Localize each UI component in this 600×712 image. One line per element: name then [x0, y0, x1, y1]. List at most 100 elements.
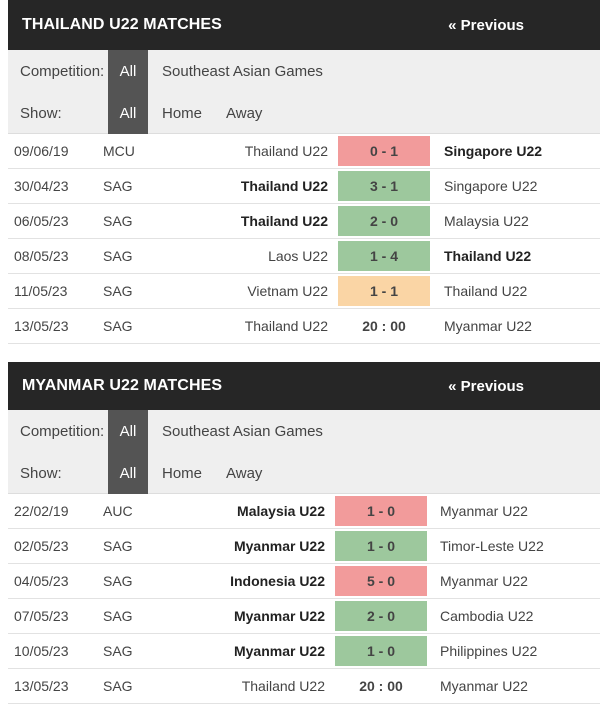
- home-team: Thailand U22: [240, 178, 328, 194]
- match-competition: SAG: [103, 283, 133, 299]
- away-team: Myanmar U22: [444, 318, 532, 334]
- match-row[interactable]: 10/05/23 SAG Myanmar U22 1 - 0 Philippines U…: [8, 634, 600, 669]
- match-row[interactable]: 04/05/23 SAG Indonesia U22 5 - 0 Myanmar U22: [8, 564, 600, 599]
- show-label: Show:: [20, 104, 62, 122]
- match-score[interactable]: 20 : 00: [359, 678, 403, 694]
- match-competition: SAG: [103, 318, 133, 334]
- competition-filter-row: Competition: All Southeast Asian Games: [8, 410, 600, 452]
- show-filter-row: Show: All Home Away: [8, 452, 600, 494]
- match-date: 22/02/19: [14, 503, 69, 519]
- home-team: Indonesia U22: [230, 573, 325, 589]
- previous-link[interactable]: « Previous: [448, 16, 524, 34]
- home-team: Thailand U22: [244, 318, 328, 334]
- match-row[interactable]: 22/02/19 AUC Malaysia U22 1 - 0 Myanmar U22: [8, 494, 600, 529]
- match-score[interactable]: 20 : 00: [362, 318, 406, 334]
- competition-label: Competition:: [20, 62, 105, 80]
- panel-header: MYANMAR U22 MATCHES « Previous: [8, 362, 600, 410]
- match-date: 07/05/23: [14, 608, 69, 624]
- match-date: 13/05/23: [14, 318, 69, 334]
- away-team: Myanmar U22: [440, 678, 528, 694]
- home-team: Thailand U22: [240, 213, 328, 229]
- home-team: Myanmar U22: [233, 538, 325, 554]
- show-label: Show:: [20, 464, 62, 482]
- show-away-button[interactable]: Away: [226, 104, 263, 122]
- away-team: Singapore U22: [444, 178, 538, 194]
- away-team: Thailand U22: [444, 248, 532, 264]
- match-competition: MCU: [103, 143, 135, 159]
- match-date: 04/05/23: [14, 573, 69, 589]
- match-row[interactable]: 13/05/23 SAG Thailand U22 20 : 00 Myanmar U2…: [8, 669, 600, 704]
- show-home-button[interactable]: Home: [162, 104, 203, 122]
- competition-sag-option[interactable]: Southeast Asian Games: [162, 62, 323, 80]
- away-team: Singapore U22: [444, 143, 543, 159]
- matches-list: 09/06/19 MCU Thailand U22 0 - 1 Singapore U2…: [8, 134, 600, 344]
- match-score[interactable]: 1 - 4: [338, 241, 430, 271]
- home-team: Malaysia U22: [237, 503, 325, 519]
- competition-all-button[interactable]: All: [108, 50, 148, 92]
- panel-title: MYANMAR U22 MATCHES: [22, 377, 223, 394]
- match-date: 11/05/23: [14, 283, 68, 299]
- home-team: Vietnam U22: [247, 283, 328, 299]
- match-row[interactable]: 09/06/19 MCU Thailand U22 0 - 1 Singapore U2…: [8, 134, 600, 169]
- match-score[interactable]: 1 - 1: [338, 276, 430, 306]
- match-date: 06/05/23: [14, 213, 69, 229]
- away-team: Malaysia U22: [444, 213, 529, 229]
- previous-link[interactable]: « Previous: [448, 377, 524, 395]
- match-row[interactable]: 08/05/23 SAG Laos U22 1 - 4 Thailand U22: [8, 239, 600, 274]
- match-date: 10/05/23: [14, 643, 69, 659]
- thailand-matches-panel: THAILAND U22 MATCHES « Previous Competit…: [8, 0, 600, 344]
- away-team: Timor-Leste U22: [440, 538, 544, 554]
- show-home-button[interactable]: Home: [162, 464, 203, 482]
- match-score[interactable]: 5 - 0: [335, 566, 427, 596]
- match-date: 13/05/23: [14, 678, 69, 694]
- match-date: 09/06/19: [14, 143, 69, 159]
- show-all-button[interactable]: All: [108, 92, 148, 134]
- match-competition: SAG: [103, 178, 133, 194]
- match-date: 02/05/23: [14, 538, 69, 554]
- panel-title: THAILAND U22 MATCHES: [22, 16, 222, 33]
- home-team: Thailand U22: [241, 678, 325, 694]
- match-score[interactable]: 1 - 0: [335, 531, 427, 561]
- panel-header: THAILAND U22 MATCHES « Previous: [8, 0, 600, 50]
- away-team: Philippines U22: [440, 643, 538, 659]
- away-team: Thailand U22: [444, 283, 528, 299]
- competition-filter-row: Competition: All Southeast Asian Games: [8, 50, 600, 92]
- matches-list: 22/02/19 AUC Malaysia U22 1 - 0 Myanmar U22 0…: [8, 494, 600, 704]
- show-filter-row: Show: All Home Away: [8, 92, 600, 134]
- match-score[interactable]: 2 - 0: [335, 601, 427, 631]
- filters: Competition: All Southeast Asian Games S…: [8, 50, 600, 134]
- match-competition: SAG: [103, 608, 133, 624]
- match-score[interactable]: 0 - 1: [338, 136, 430, 166]
- filters: Competition: All Southeast Asian Games S…: [8, 410, 600, 494]
- match-score[interactable]: 1 - 0: [335, 496, 427, 526]
- match-score[interactable]: 3 - 1: [338, 171, 430, 201]
- away-team: Myanmar U22: [440, 573, 528, 589]
- match-row[interactable]: 07/05/23 SAG Myanmar U22 2 - 0 Cambodia U22: [8, 599, 600, 634]
- match-competition: SAG: [103, 248, 133, 264]
- match-date: 08/05/23: [14, 248, 69, 264]
- competition-label: Competition:: [20, 422, 105, 440]
- competition-sag-option[interactable]: Southeast Asian Games: [162, 422, 323, 440]
- myanmar-matches-panel: MYANMAR U22 MATCHES « Previous Competiti…: [8, 362, 600, 704]
- away-team: Myanmar U22: [440, 503, 528, 519]
- match-row[interactable]: 06/05/23 SAG Thailand U22 2 - 0 Malaysia U22: [8, 204, 600, 239]
- away-team: Cambodia U22: [440, 608, 534, 624]
- home-team: Laos U22: [268, 248, 328, 264]
- match-row[interactable]: 30/04/23 SAG Thailand U22 3 - 1 Singapore U2…: [8, 169, 600, 204]
- match-competition: SAG: [103, 213, 133, 229]
- match-score[interactable]: 1 - 0: [335, 636, 427, 666]
- match-row[interactable]: 02/05/23 SAG Myanmar U22 1 - 0 Timor-Leste U…: [8, 529, 600, 564]
- match-competition: SAG: [103, 678, 133, 694]
- match-row[interactable]: 11/05/23 SAG Vietnam U22 1 - 1 Thailand U22: [8, 274, 600, 309]
- match-competition: SAG: [103, 573, 133, 589]
- show-away-button[interactable]: Away: [226, 464, 263, 482]
- match-score[interactable]: 2 - 0: [338, 206, 430, 236]
- match-row[interactable]: 13/05/23 SAG Thailand U22 20 : 00 Myanmar U2…: [8, 309, 600, 344]
- competition-all-button[interactable]: All: [108, 410, 148, 452]
- match-date: 30/04/23: [14, 178, 69, 194]
- show-all-button[interactable]: All: [108, 452, 148, 494]
- match-competition: AUC: [103, 503, 133, 519]
- home-team: Myanmar U22: [233, 608, 325, 624]
- home-team: Thailand U22: [244, 143, 328, 159]
- match-competition: SAG: [103, 643, 133, 659]
